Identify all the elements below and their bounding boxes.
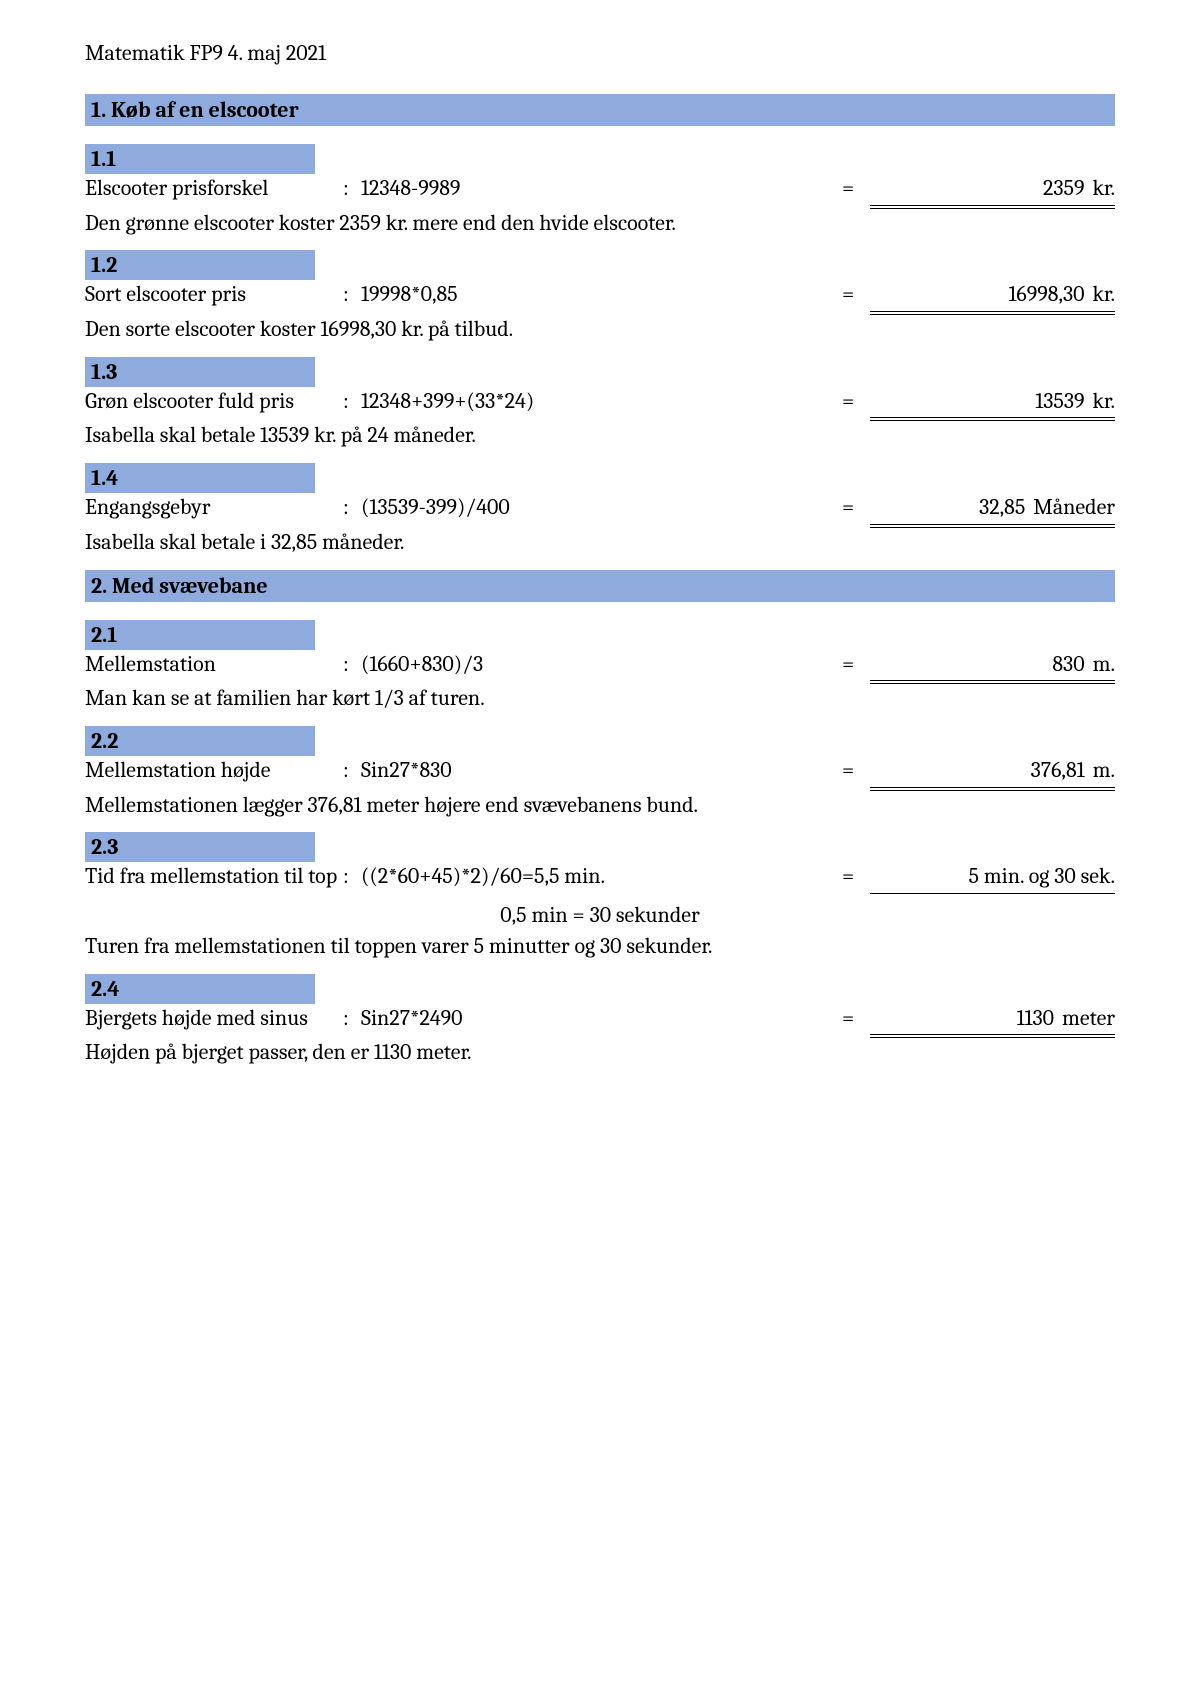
colon: :	[343, 650, 361, 680]
section-1-header: 1. Køb af en elscooter	[85, 94, 1115, 126]
q-2-1-expr: (1660+830)/3	[361, 650, 842, 680]
section-2-header: 2. Med svævebane	[85, 570, 1115, 602]
q-1-1-expr: 12348-9989	[361, 174, 842, 204]
question-2-2: 2.2 Mellemstation højde : Sin27*830 = 37…	[85, 726, 1115, 820]
q-2-3-result-text: 5 min. og 30 sek.	[968, 862, 1115, 892]
q-2-3-mid: 0,5 min = 30 sekunder	[85, 902, 1115, 928]
q-1-2-result-unit: kr.	[1093, 280, 1115, 310]
q-2-3-desc: Turen fra mellemstationen til toppen var…	[85, 932, 1115, 962]
q-1-1-result-value: 2359	[1043, 174, 1093, 204]
q-1-4-result-value: 32,85	[979, 493, 1033, 523]
q-1-2-label: Sort elscooter pris	[85, 280, 343, 310]
q-2-4-label: Bjergets højde med sinus	[85, 1004, 343, 1034]
colon: :	[343, 493, 361, 523]
question-1-4: 1.4 Engangsgebyr : (13539-399)/400 = 32,…	[85, 463, 1115, 557]
question-2-3: 2.3 Tid fra mellemstation til top : ((2*…	[85, 832, 1115, 961]
equals-sign: =	[842, 862, 870, 892]
equals-sign: =	[842, 1004, 870, 1034]
q-2-1-result: 830 m.	[870, 650, 1115, 685]
colon: :	[343, 756, 361, 786]
question-1-1: 1.1 Elscooter prisforskel : 12348-9989 =…	[85, 144, 1115, 238]
q-2-3-result: 5 min. og 30 sek.	[870, 862, 1115, 894]
q-1-4-label: Engangsgebyr	[85, 493, 343, 523]
q-2-4-desc: Højden på bjerget passer, den er 1130 me…	[85, 1038, 1115, 1068]
equals-sign: =	[842, 387, 870, 417]
q-1-1-row: Elscooter prisforskel : 12348-9989 = 235…	[85, 174, 1115, 209]
q-2-4-result-unit: meter	[1062, 1004, 1115, 1034]
q-1-4-desc: Isabella skal betale i 32,85 måneder.	[85, 528, 1115, 558]
q-2-2-desc: Mellemstationen lægger 376,81 meter høje…	[85, 791, 1115, 821]
q-2-2-expr: Sin27*830	[361, 756, 842, 786]
q-1-3-result-unit: kr.	[1093, 387, 1115, 417]
equals-sign: =	[842, 756, 870, 786]
q-2-3-number: 2.3	[85, 832, 315, 862]
q-1-2-result-value: 16998,30	[1008, 280, 1092, 310]
q-1-1-label: Elscooter prisforskel	[85, 174, 343, 204]
question-2-1: 2.1 Mellemstation : (1660+830)/3 = 830 m…	[85, 620, 1115, 714]
question-1-2: 1.2 Sort elscooter pris : 19998*0,85 = 1…	[85, 250, 1115, 344]
q-1-3-number: 1.3	[85, 357, 315, 387]
q-2-2-row: Mellemstation højde : Sin27*830 = 376,81…	[85, 756, 1115, 791]
q-2-2-number: 2.2	[85, 726, 315, 756]
q-2-2-result: 376,81 m.	[870, 756, 1115, 791]
q-2-1-desc: Man kan se at familien har kørt 1/3 af t…	[85, 684, 1115, 714]
q-1-2-result: 16998,30 kr.	[870, 280, 1115, 315]
colon: :	[343, 280, 361, 310]
colon: :	[343, 174, 361, 204]
q-1-4-result: 32,85 Måneder	[870, 493, 1115, 528]
q-1-3-label: Grøn elscooter fuld pris	[85, 387, 343, 417]
equals-sign: =	[842, 650, 870, 680]
q-2-1-number: 2.1	[85, 620, 315, 650]
q-1-3-desc: Isabella skal betale 13539 kr. på 24 mån…	[85, 421, 1115, 451]
q-2-3-row: Tid fra mellemstation til top : ((2*60+4…	[85, 862, 1115, 894]
colon: :	[343, 1004, 361, 1034]
equals-sign: =	[842, 493, 870, 523]
colon: :	[343, 862, 361, 892]
q-1-3-result-value: 13539	[1035, 387, 1092, 417]
q-2-2-label: Mellemstation højde	[85, 756, 343, 786]
q-1-3-result: 13539 kr.	[870, 387, 1115, 422]
q-1-4-row: Engangsgebyr : (13539-399)/400 = 32,85 M…	[85, 493, 1115, 528]
q-1-4-number: 1.4	[85, 463, 315, 493]
q-1-2-row: Sort elscooter pris : 19998*0,85 = 16998…	[85, 280, 1115, 315]
q-1-4-result-unit: Måneder	[1033, 493, 1115, 523]
q-2-4-result: 1130 meter	[870, 1004, 1115, 1039]
q-2-2-result-unit: m.	[1093, 756, 1115, 786]
q-2-4-expr: Sin27*2490	[361, 1004, 842, 1034]
q-1-2-expr: 19998*0,85	[361, 280, 842, 310]
q-2-2-result-value: 376,81	[1031, 756, 1093, 786]
q-2-4-number: 2.4	[85, 974, 315, 1004]
q-2-4-result-value: 1130	[1017, 1004, 1062, 1034]
equals-sign: =	[842, 174, 870, 204]
equals-sign: =	[842, 280, 870, 310]
q-1-1-result-unit: kr.	[1093, 174, 1115, 204]
q-1-2-desc: Den sorte elscooter koster 16998,30 kr. …	[85, 315, 1115, 345]
q-1-3-row: Grøn elscooter fuld pris : 12348+399+(33…	[85, 387, 1115, 422]
q-2-1-result-unit: m.	[1093, 650, 1115, 680]
page-header: Matematik FP9 4. maj 2021	[85, 40, 1115, 66]
page: Matematik FP9 4. maj 2021 1. Køb af en e…	[0, 0, 1200, 1697]
q-1-3-expr: 12348+399+(33*24)	[361, 387, 842, 417]
q-2-1-row: Mellemstation : (1660+830)/3 = 830 m.	[85, 650, 1115, 685]
q-1-1-number: 1.1	[85, 144, 315, 174]
q-1-1-result: 2359 kr.	[870, 174, 1115, 209]
q-1-1-desc: Den grønne elscooter koster 2359 kr. mer…	[85, 209, 1115, 239]
q-2-1-result-value: 830	[1052, 650, 1092, 680]
q-2-4-row: Bjergets højde med sinus : Sin27*2490 = …	[85, 1004, 1115, 1039]
q-1-4-expr: (13539-399)/400	[361, 493, 842, 523]
colon: :	[343, 387, 361, 417]
question-2-4: 2.4 Bjergets højde med sinus : Sin27*249…	[85, 974, 1115, 1068]
q-2-3-expr: ((2*60+45)*2)/60=5,5 min.	[361, 862, 842, 892]
q-2-1-label: Mellemstation	[85, 650, 343, 680]
q-2-3-label: Tid fra mellemstation til top	[85, 862, 343, 892]
q-1-2-number: 1.2	[85, 250, 315, 280]
question-1-3: 1.3 Grøn elscooter fuld pris : 12348+399…	[85, 357, 1115, 451]
